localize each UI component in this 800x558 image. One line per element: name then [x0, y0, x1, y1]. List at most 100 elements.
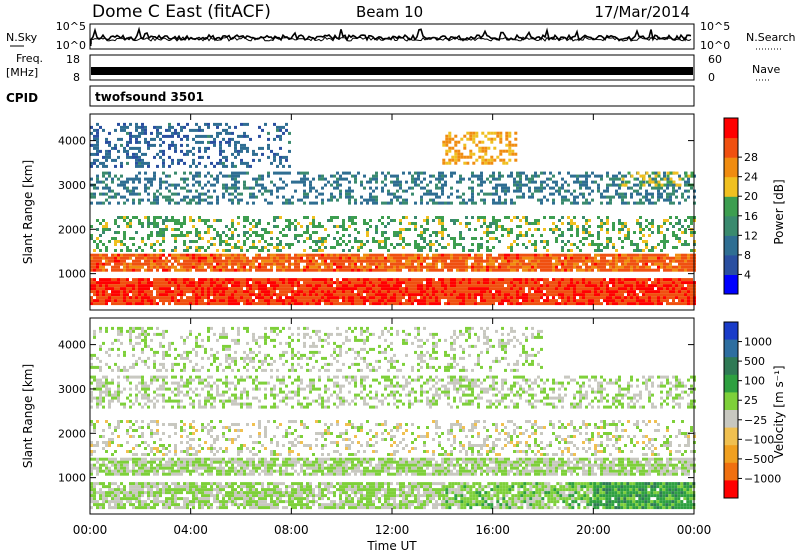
range-gate-cell — [651, 260, 654, 263]
range-gate-cell — [381, 181, 384, 184]
range-gate-cell — [690, 222, 693, 225]
range-gate-cell — [630, 266, 633, 269]
range-gate-cell — [636, 281, 639, 284]
range-gate-cell — [444, 278, 447, 281]
range-gate-cell — [684, 263, 687, 266]
range-gate-cell — [495, 257, 498, 260]
range-gate-cell — [135, 138, 138, 141]
range-gate-cell — [132, 178, 135, 181]
nsky-label: N.Sky — [6, 31, 38, 44]
range-gate-cell — [624, 225, 627, 228]
range-gate-cell — [621, 266, 624, 269]
range-gate-cell — [189, 246, 192, 249]
range-gate-cell — [504, 254, 507, 257]
range-gate-cell — [330, 296, 333, 299]
range-gate-cell — [108, 172, 111, 175]
range-gate-cell — [381, 190, 384, 193]
range-gate-cell — [489, 269, 492, 272]
range-gate-cell — [285, 156, 288, 159]
range-gate-cell — [183, 249, 186, 252]
range-gate-cell — [138, 299, 141, 302]
range-gate-cell — [162, 260, 165, 263]
range-gate-cell — [666, 254, 669, 257]
range-gate-cell — [615, 266, 618, 269]
range-gate-cell — [369, 249, 372, 252]
range-gate-cell — [330, 219, 333, 222]
range-gate-cell — [252, 278, 255, 281]
range-gate-cell — [303, 260, 306, 263]
range-gate-cell — [603, 260, 606, 263]
range-gate-cell — [138, 281, 141, 284]
range-gate-cell — [591, 263, 594, 266]
range-gate-cell — [96, 281, 99, 284]
range-gate-cell — [639, 269, 642, 272]
range-gate-cell — [465, 281, 468, 284]
range-gate-cell — [105, 249, 108, 252]
range-gate-cell — [123, 243, 126, 246]
range-gate-cell — [684, 302, 687, 305]
range-gate-cell — [510, 266, 513, 269]
range-gate-cell — [420, 181, 423, 184]
range-gate-cell — [309, 290, 312, 293]
range-gate-cell — [318, 246, 321, 249]
range-gate-cell — [654, 284, 657, 287]
range-gate-cell — [492, 187, 495, 190]
range-gate-cell — [444, 228, 447, 231]
range-gate-cell — [636, 202, 639, 205]
range-gate-cell — [648, 199, 651, 202]
range-gate-cell — [519, 281, 522, 284]
range-gate-cell — [558, 187, 561, 190]
range-gate-cell — [399, 290, 402, 293]
range-gate-cell — [333, 237, 336, 240]
range-gate-cell — [645, 293, 648, 296]
range-gate-cell — [435, 249, 438, 252]
range-gate-cell — [147, 219, 150, 222]
range-gate-cell — [498, 263, 501, 266]
range-gate-cell — [477, 293, 480, 296]
range-gate-cell — [252, 150, 255, 153]
range-gate-cell — [654, 290, 657, 293]
range-gate-cell — [423, 290, 426, 293]
range-gate-cell — [333, 187, 336, 190]
range-gate-cell — [579, 181, 582, 184]
range-gate-cell — [666, 266, 669, 269]
range-gate-cell — [612, 175, 615, 178]
range-gate-cell — [333, 281, 336, 284]
range-gate-cell — [378, 260, 381, 263]
range-gate-cell — [246, 287, 249, 290]
range-gate-cell — [132, 181, 135, 184]
range-gate-cell — [252, 202, 255, 205]
range-gate-cell — [534, 175, 537, 178]
range-gate-cell — [567, 222, 570, 225]
range-gate-cell — [678, 296, 681, 299]
range-gate-cell — [408, 278, 411, 281]
range-gate-cell — [450, 263, 453, 266]
range-gate-cell — [348, 172, 351, 175]
range-gate-cell — [630, 287, 633, 290]
range-gate-cell — [195, 266, 198, 269]
range-gate-cell — [378, 290, 381, 293]
range-gate-cell — [396, 302, 399, 305]
range-gate-cell — [105, 299, 108, 302]
range-gate-cell — [333, 196, 336, 199]
range-gate-cell — [321, 281, 324, 284]
range-gate-cell — [429, 302, 432, 305]
range-gate-cell — [510, 296, 513, 299]
range-gate-cell — [189, 254, 192, 257]
range-gate-cell — [186, 296, 189, 299]
range-gate-cell — [267, 190, 270, 193]
range-gate-cell — [408, 260, 411, 263]
range-gate-cell — [345, 281, 348, 284]
range-gate-cell — [636, 190, 639, 193]
range-gate-cell — [342, 254, 345, 257]
range-gate-cell — [123, 202, 126, 205]
range-gate-cell — [657, 257, 660, 260]
range-gate-cell — [273, 284, 276, 287]
range-gate-cell — [468, 266, 471, 269]
range-gate-cell — [612, 181, 615, 184]
range-gate-cell — [516, 181, 519, 184]
range-gate-cell — [99, 240, 102, 243]
range-gate-cell — [525, 219, 528, 222]
range-gate-cell — [372, 299, 375, 302]
range-gate-cell — [393, 284, 396, 287]
